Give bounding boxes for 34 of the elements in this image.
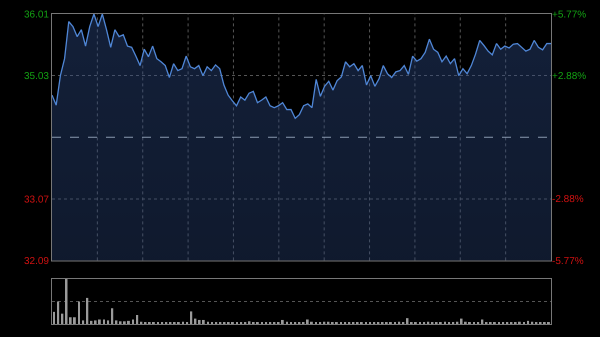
- bar: [57, 302, 60, 324]
- bar: [127, 320, 130, 324]
- bar: [94, 320, 97, 324]
- bar: [281, 320, 284, 324]
- y2-tick-label: -5.77%: [552, 256, 584, 267]
- y2-tick-label: +2.88%: [552, 71, 586, 82]
- bar: [98, 320, 101, 324]
- bar: [136, 315, 138, 324]
- bar: [65, 279, 68, 324]
- bar: [119, 321, 122, 324]
- bar: [202, 320, 205, 324]
- y-tick-label: 33.07: [24, 194, 50, 206]
- bar: [107, 320, 110, 324]
- bar: [406, 318, 408, 324]
- bar: [53, 312, 56, 324]
- y2-tick-label: -2.88%: [552, 194, 584, 206]
- y-tick-label: 32.09: [24, 256, 50, 267]
- bar: [78, 302, 80, 324]
- y2-tick-label: +5.77%: [552, 10, 586, 20]
- bar: [527, 320, 530, 324]
- y-tick-label: 36.01: [24, 10, 50, 20]
- bar: [73, 317, 76, 324]
- bar: [115, 320, 118, 324]
- bar: [86, 298, 88, 324]
- bar: [460, 318, 463, 324]
- bar: [248, 321, 250, 324]
- bar: [103, 320, 105, 324]
- bar: [306, 320, 309, 324]
- bar: [198, 320, 201, 324]
- y-tick-label: 35.03: [24, 71, 50, 82]
- bar: [82, 320, 84, 324]
- bar: [194, 318, 196, 324]
- bar: [481, 320, 484, 324]
- bar: [132, 320, 134, 324]
